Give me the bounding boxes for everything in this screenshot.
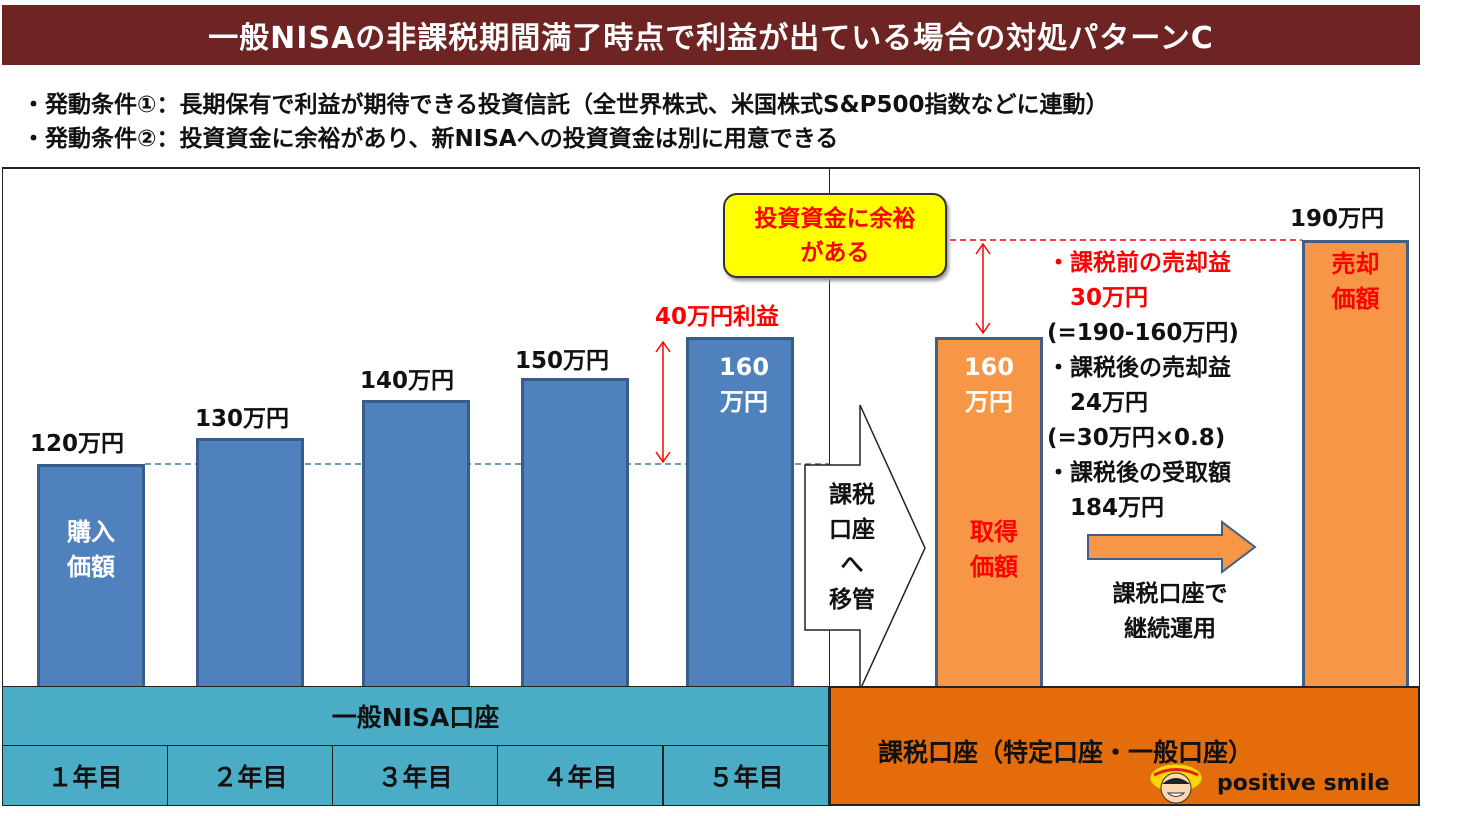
- acquire-price-text: 取得 価額: [940, 515, 1048, 585]
- sell-value-label: 190万円: [1290, 206, 1385, 232]
- taxable-account-band: [829, 686, 1420, 806]
- transfer-text: 口座: [829, 517, 875, 543]
- gain-note-line: ・課税後の売却益: [1047, 355, 1231, 381]
- gain-arrow: [975, 242, 991, 335]
- bar-inner-text: 購入: [67, 518, 115, 546]
- gain-note-line: (=190-160万円): [1047, 320, 1239, 346]
- nisa-account-label: 一般NISA口座: [2, 686, 829, 746]
- year-cell: １年目: [2, 745, 168, 806]
- continue-text: 課税口座で: [1112, 581, 1228, 607]
- acquire-price-bar: [935, 337, 1043, 686]
- bar-year-1: [37, 464, 145, 686]
- year-cell: ５年目: [663, 745, 829, 806]
- bar-inner-text: 取得: [970, 518, 1018, 546]
- bar-inner-text: 160: [718, 353, 770, 381]
- callout-text: 投資資金に余裕: [754, 206, 916, 232]
- bar-inner-text: 価額: [1331, 285, 1380, 313]
- bar-inner-text: 万円: [965, 388, 1013, 416]
- bar-year-3: [362, 400, 470, 686]
- year-cell: ２年目: [167, 745, 333, 806]
- profit-label: 40万円利益: [655, 304, 780, 330]
- transfer-arrow-icon: [804, 404, 926, 691]
- bar-label: 150万円: [515, 348, 610, 374]
- gain-note-line: ・課税後の受取額: [1047, 460, 1231, 486]
- year5-value-text: 160 万円: [690, 350, 798, 420]
- sell-price-text: 売却 価額: [1302, 247, 1409, 317]
- acquire-value-text: 160 万円: [935, 350, 1043, 420]
- gain-note-line: 30万円: [1047, 285, 1149, 311]
- continue-arrow-icon: [1087, 519, 1257, 575]
- gain-notes: ・課税前の売却益 30万円 (=190-160万円) ・課税後の売却益 24万円 (=…: [1047, 246, 1239, 526]
- purchase-price-text: 購入 価額: [37, 515, 145, 585]
- bar-label: 120万円: [30, 431, 125, 457]
- transfer-text: 課税: [829, 482, 875, 508]
- gain-note-line: ・課税前の売却益: [1047, 250, 1231, 276]
- bar-inner-text: 価額: [970, 553, 1018, 581]
- gain-note-line: 184万円: [1047, 495, 1165, 521]
- divider: [829, 167, 830, 686]
- transfer-text: 移管: [829, 587, 875, 613]
- bar-inner-text: 160: [963, 353, 1015, 381]
- year-cell: ３年目: [332, 745, 498, 806]
- bar-inner-text: 万円: [720, 388, 768, 416]
- condition-2: ・発動条件②：投資資金に余裕があり、新NISAへの投資資金は別に用意できる: [22, 126, 839, 152]
- gain-note-line: 24万円: [1047, 390, 1149, 416]
- year-cell: ４年目: [497, 745, 663, 806]
- bar-inner-text: 価額: [67, 553, 115, 581]
- transfer-text: へ: [840, 552, 864, 578]
- bar-year-5: [686, 337, 794, 686]
- profit-arrow: [655, 340, 671, 464]
- bar-inner-text: 売却: [1331, 250, 1380, 278]
- bar-label: 130万円: [195, 406, 290, 432]
- bar-year-4: [521, 378, 629, 686]
- callout-box: 投資資金に余裕 がある: [723, 193, 947, 278]
- continue-text: 継続運用: [1124, 616, 1216, 642]
- condition-1: ・発動条件①：長期保有で利益が期待できる投資信託（全世界株式、米国株式S&P50…: [22, 92, 1109, 118]
- gain-note-line: (=30万円×0.8): [1047, 425, 1226, 451]
- page-title: 一般NISAの非課税期間満了時点で利益が出ている場合の対処パターンC: [2, 5, 1420, 65]
- bar-year-2: [196, 438, 304, 686]
- transfer-label: 課税 口座 へ 移管: [812, 478, 892, 618]
- brand-label: positive smile: [1217, 771, 1390, 796]
- sell-price-bar: [1302, 240, 1409, 686]
- taxable-account-label: 課税口座（特定口座・一般口座）: [878, 738, 1254, 767]
- continue-label: 課税口座で 継続運用: [1095, 577, 1245, 647]
- mascot-logo-icon: [1149, 763, 1203, 804]
- callout-text: がある: [800, 240, 870, 266]
- bar-label: 140万円: [360, 368, 455, 394]
